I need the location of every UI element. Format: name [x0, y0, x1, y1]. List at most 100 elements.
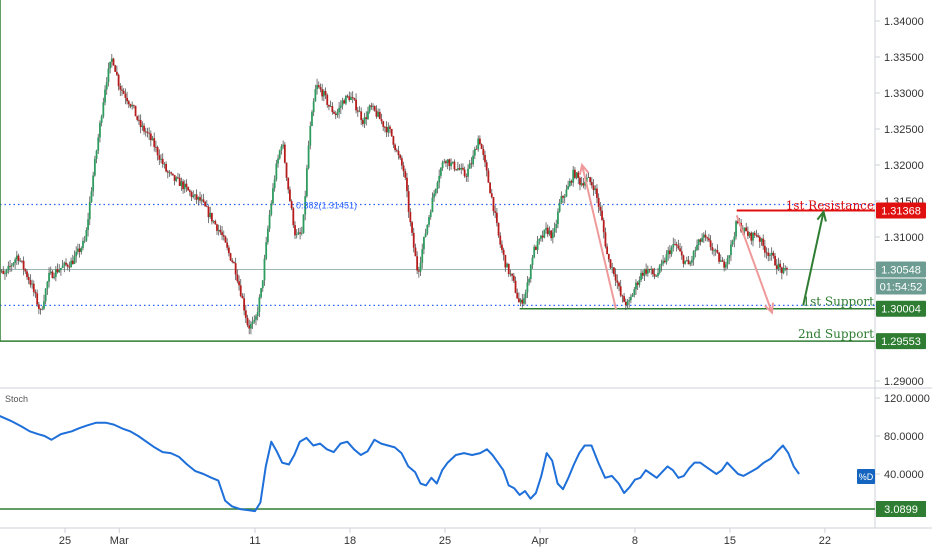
candle-body — [629, 296, 632, 301]
price-tick-label: 1.34000 — [884, 16, 924, 28]
candle-body — [545, 227, 547, 230]
support1-price-tag: 1.30004 — [881, 304, 921, 316]
candle-body — [65, 262, 67, 265]
candle-body — [670, 247, 673, 255]
candle-body — [446, 159, 449, 164]
candle-body — [338, 107, 341, 113]
candle-body — [662, 260, 664, 264]
candle-body — [202, 199, 205, 202]
candle-body — [317, 85, 320, 88]
candle-body — [248, 325, 251, 329]
candle-body — [156, 147, 159, 156]
candle-body — [731, 240, 734, 245]
candle-body — [518, 298, 520, 303]
candle-body — [75, 251, 78, 257]
candle-body — [294, 225, 296, 236]
candle-body — [324, 91, 327, 95]
time-axis[interactable]: 25 Mar 11 18 25 Apr 8 15 22 — [59, 528, 831, 547]
candle-body — [92, 175, 95, 192]
candle-body — [24, 269, 27, 272]
price-tick-label: 1.29000 — [884, 376, 924, 388]
candle-body — [538, 238, 541, 241]
candle-body — [153, 138, 156, 147]
candle-body — [543, 229, 546, 238]
candle-body — [241, 295, 244, 299]
candle-body — [395, 149, 398, 151]
candle-body — [175, 177, 178, 181]
candle-body — [43, 301, 45, 309]
stoch-level-tag-bg — [876, 501, 926, 517]
candle-body — [258, 297, 261, 312]
stochastic-line — [0, 415, 875, 513]
candle-body — [514, 280, 517, 293]
candle-body — [244, 310, 247, 318]
candle-body — [585, 177, 588, 182]
stoch-axis[interactable]: 120.0000 80.0000 40.0000 3.0899 %D — [857, 393, 930, 517]
candle-body — [173, 175, 176, 181]
candle-body — [233, 262, 235, 264]
stoch-d-badge-bg — [857, 469, 875, 484]
candle-body — [9, 265, 11, 267]
candle-body — [506, 263, 508, 268]
support1-price-tag-bg — [876, 300, 926, 317]
candle-body — [334, 113, 337, 116]
candle-body — [531, 257, 534, 265]
candle-body — [390, 128, 393, 137]
candle-body — [540, 235, 542, 239]
stoch-tick-label: 40.0000 — [884, 469, 924, 481]
candle-body — [282, 144, 285, 147]
candle-body — [613, 267, 615, 275]
candle-body — [456, 168, 459, 170]
candle-body — [551, 232, 554, 239]
candle-body — [283, 144, 286, 163]
candle-body — [631, 295, 634, 297]
candle-body — [757, 235, 759, 237]
candle-body — [782, 268, 785, 274]
candle-body — [609, 259, 612, 268]
candle-body — [521, 299, 524, 304]
candle-body — [533, 246, 536, 258]
candle-body — [451, 161, 454, 163]
candle-body — [780, 267, 783, 274]
candle-body — [645, 269, 648, 274]
candle-body — [268, 214, 271, 229]
candle-body — [277, 158, 279, 164]
candle-body — [468, 163, 471, 169]
candle-body — [343, 100, 346, 104]
stoch-d-badge: %D — [859, 472, 874, 482]
candle-body — [775, 265, 778, 269]
candle-body — [707, 238, 710, 241]
candle-body — [475, 149, 478, 150]
candle-body — [322, 91, 325, 97]
candle-body — [2, 270, 5, 274]
candle-body — [384, 126, 386, 128]
candle-body — [563, 196, 566, 198]
candle-body — [730, 244, 732, 256]
candle-body — [217, 229, 220, 231]
candle-body — [195, 194, 198, 200]
candle-body — [643, 269, 646, 276]
candle-body — [95, 150, 98, 159]
price-tags: 1.31368 1.30548 01:54:52 1.30004 1.29553 — [876, 202, 926, 350]
candle-body — [87, 219, 89, 231]
candle-body — [445, 161, 447, 164]
candle-body — [626, 301, 629, 306]
candle-body — [265, 242, 268, 259]
candle-body — [733, 236, 736, 241]
candle-body — [579, 177, 581, 185]
candle-body — [767, 252, 770, 256]
candle-body — [328, 104, 330, 107]
arrows — [578, 162, 827, 315]
candle-body — [663, 260, 666, 263]
candle-body — [300, 233, 303, 234]
candle-body — [460, 167, 463, 170]
candle-body — [638, 280, 641, 285]
candle-body — [261, 280, 264, 289]
candle-body — [21, 260, 23, 262]
candle-body — [655, 275, 658, 277]
candle-body — [485, 162, 488, 171]
price-axis[interactable]: 1.340001.335001.330001.325001.320001.315… — [875, 16, 924, 388]
candle-body — [565, 189, 568, 197]
candle-body — [56, 269, 59, 273]
